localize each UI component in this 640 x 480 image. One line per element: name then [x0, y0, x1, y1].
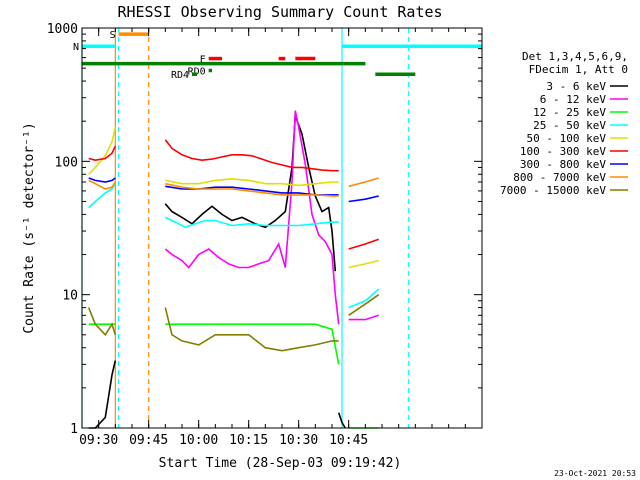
series-100-300-kev-segment-1	[164, 139, 339, 172]
series-7000-15000-kev-segment-0	[87, 307, 117, 337]
series-25-50-kev-segment-0	[88, 183, 116, 209]
series-100-300-kev-segment-2	[348, 238, 379, 250]
x-tick-label-1: 09:45	[129, 433, 168, 448]
chart-title: RHESSI Observing Summary Count Rates	[117, 3, 442, 21]
series-50-100-kev	[88, 127, 379, 269]
legend: Det 1,3,4,5,6,9,FDecim 1, Att 0 3 - 6 keV…	[500, 50, 628, 197]
series-lines	[87, 110, 380, 429]
axes: 09:30 09:45 10:00 10:15 10:30 10:45 1 10 100 1000	[47, 22, 483, 448]
legend-label-6-12-kev: 6 - 12 keV	[540, 93, 607, 106]
y-tick-label-1: 10	[62, 289, 78, 304]
legend-label-100-300-kev: 100 - 300 keV	[520, 145, 606, 158]
series-100-300-kev-segment-0	[88, 145, 117, 162]
series-50-100-kev-segment-0	[88, 127, 117, 175]
x-tick-label-2: 10:00	[179, 433, 218, 448]
series-50-100-kev-segment-1	[165, 177, 339, 187]
series-3-6-kev-segment-2	[337, 412, 346, 429]
legend-label-7000-15000-kev: 7000 - 15000 keV	[500, 184, 606, 197]
series-3-6-kev-segment-0	[88, 360, 117, 429]
series-100-300-kev	[88, 139, 379, 250]
series-6-12-kev	[164, 110, 379, 325]
legend-header-line-1: FDecim 1, Att 0	[529, 63, 628, 76]
series-6-12-kev-segment-1	[348, 314, 379, 321]
series-7000-15000-kev	[87, 294, 380, 352]
series-3-6-kev	[88, 115, 346, 429]
legend-label-12-25-kev: 12 - 25 keV	[533, 106, 606, 119]
y-tick-label-3: 1000	[47, 22, 78, 37]
series-50-100-kev-segment-2	[348, 259, 379, 269]
legend-header-line-0: Det 1,3,4,5,6,9,	[522, 50, 628, 63]
plot-frame	[81, 27, 483, 429]
status-bar-label-f: F	[200, 55, 206, 66]
x-axis-label: Start Time (28-Sep-03 09:19:42)	[159, 456, 402, 471]
series-6-12-kev-segment-0	[164, 110, 340, 325]
series-25-50-kev-segment-2	[348, 288, 380, 309]
legend-label-3-6-kev: 3 - 6 keV	[546, 80, 606, 93]
series-7000-15000-kev-segment-1	[164, 307, 339, 352]
series-300-800-kev-segment-0	[88, 177, 116, 183]
x-tick-label-4: 10:30	[279, 433, 318, 448]
status-bar-label-rd0: RD0	[188, 67, 206, 78]
series-300-800-kev-segment-2	[348, 195, 379, 203]
series-12-25-kev-segment-1	[165, 323, 340, 365]
status-bar-label-s: S	[110, 30, 116, 41]
series-800-7000-kev-segment-0	[88, 179, 116, 190]
legend-label-50-100-kev: 50 - 100 keV	[527, 132, 607, 145]
x-tick-label-0: 09:30	[79, 433, 118, 448]
footer-date: 23-Oct-2021 20:53	[554, 469, 636, 478]
status-bar-label-rd4: RD4	[171, 70, 189, 81]
y-tick-label-0: 1	[70, 422, 78, 437]
y-axis-label: Count Rate (s⁻¹ detector⁻¹)	[22, 122, 37, 333]
series-12-25-kev	[88, 323, 379, 429]
x-tick-label-3: 10:15	[229, 433, 268, 448]
legend-label-300-800-kev: 300 - 800 keV	[520, 158, 606, 171]
series-25-50-kev	[88, 183, 380, 309]
y-tick-label-2: 100	[55, 155, 78, 170]
series-800-7000-kev-segment-2	[348, 177, 379, 188]
legend-label-25-50-kev: 25 - 50 keV	[533, 119, 606, 132]
series-3-6-kev-segment-1	[164, 115, 337, 272]
vertical-markers	[81, 28, 410, 428]
series-7000-15000-kev-segment-2	[348, 294, 380, 316]
series-25-50-kev-segment-1	[164, 216, 339, 229]
status-bar-label-n: N	[73, 42, 79, 53]
series-800-7000-kev	[88, 177, 379, 197]
x-tick-label-5: 10:45	[329, 433, 368, 448]
legend-label-800-7000-kev: 800 - 7000 keV	[513, 171, 606, 184]
series-800-7000-kev-segment-1	[165, 182, 339, 197]
